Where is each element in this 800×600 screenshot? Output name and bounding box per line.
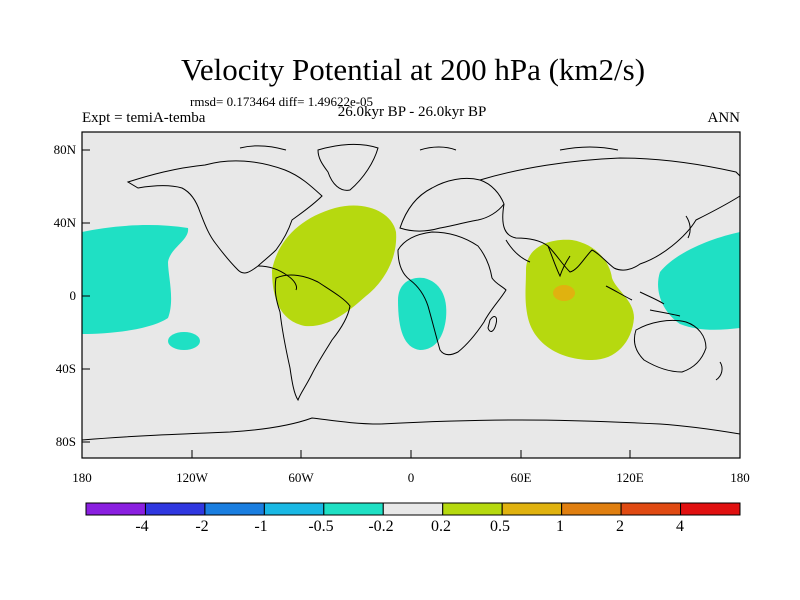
- positive-mid-region-indian-ocean: [553, 285, 575, 301]
- period-label: 26.0kyr BP - 26.0kyr BP: [337, 104, 487, 120]
- coast-japan: [685, 215, 691, 239]
- coast-south-america: [274, 274, 351, 402]
- colorbar-label: -4: [135, 518, 149, 535]
- colorbar-swatch: [680, 502, 741, 516]
- coast-maritime-continent: [605, 285, 681, 317]
- lat-label-40n: 40N: [53, 215, 76, 230]
- coast-africa: [397, 231, 507, 356]
- colorbar-label: -0.2: [368, 518, 394, 535]
- negative-region-south-atlantic: [398, 277, 447, 350]
- stats-text: rmsd= 0.173464 diff= 1.49622e-05: [190, 94, 374, 109]
- lat-label-40s: 40S: [55, 361, 76, 376]
- colorbar-swatch: [204, 502, 265, 516]
- positive-region-indian-ocean: [525, 239, 634, 360]
- colorbar-swatch: [442, 502, 503, 516]
- lon-label-180w: 180: [72, 470, 92, 485]
- colorbar-label: -0.5: [308, 518, 334, 535]
- coast-arabia-india: [505, 239, 571, 278]
- coast-asia: [479, 157, 741, 273]
- colorbar-label: 0.2: [431, 518, 451, 535]
- colorbar-swatch: [85, 502, 146, 516]
- colorbar-label: -1: [254, 518, 268, 535]
- lat-label-80n: 80N: [53, 142, 76, 157]
- colorbar-label: -2: [195, 518, 209, 535]
- colorbar-swatch: [323, 502, 384, 516]
- lon-label-0: 0: [407, 470, 415, 485]
- negative-region-north-pacific: [82, 225, 189, 334]
- lon-label-120w: 120W: [176, 470, 208, 485]
- colorbar-swatch: [501, 502, 563, 516]
- lon-label-60e: 60E: [510, 470, 532, 485]
- colorbar-label: 1: [556, 518, 564, 535]
- coast-madagascar: [487, 316, 497, 332]
- season-label: ANN: [707, 110, 741, 126]
- colorbar-swatch: [620, 502, 682, 516]
- colorbar-label: 0.5: [490, 518, 510, 535]
- coast-australia: [633, 319, 707, 373]
- colorbar-swatch: [561, 502, 622, 516]
- coast-new-zealand: [715, 361, 723, 381]
- colorbar: [85, 502, 741, 516]
- colorbar-label: 2: [616, 518, 624, 535]
- coastlines: [81, 143, 741, 441]
- lat-label-80s: 80S: [55, 434, 76, 449]
- axis-ticks: [81, 149, 741, 458]
- colorbar-swatch: [382, 502, 444, 516]
- coast-north-america: [126, 160, 323, 274]
- negative-region-west-pacific: [658, 232, 740, 330]
- coast-antarctica: [81, 417, 741, 441]
- coast-gulf-region: [257, 265, 297, 291]
- lon-label-60w: 60W: [288, 470, 314, 485]
- lat-label-0: 0: [69, 288, 77, 303]
- positive-region-atlantic: [272, 205, 397, 327]
- colorbar-label: 4: [676, 518, 684, 535]
- coast-arctic-islands: [239, 145, 619, 151]
- colorbar-swatch: [263, 502, 325, 516]
- coast-greenland: [317, 143, 379, 191]
- lon-label-120e: 120E: [616, 470, 644, 485]
- map-title: Velocity Potential at 200 hPa (km2/s): [180, 52, 646, 87]
- negative-region-south-pacific: [168, 332, 200, 350]
- lon-label-180e: 180: [730, 470, 750, 485]
- experiment-label: Expt = temiA-temba: [82, 110, 206, 126]
- colorbar-swatch: [144, 502, 206, 516]
